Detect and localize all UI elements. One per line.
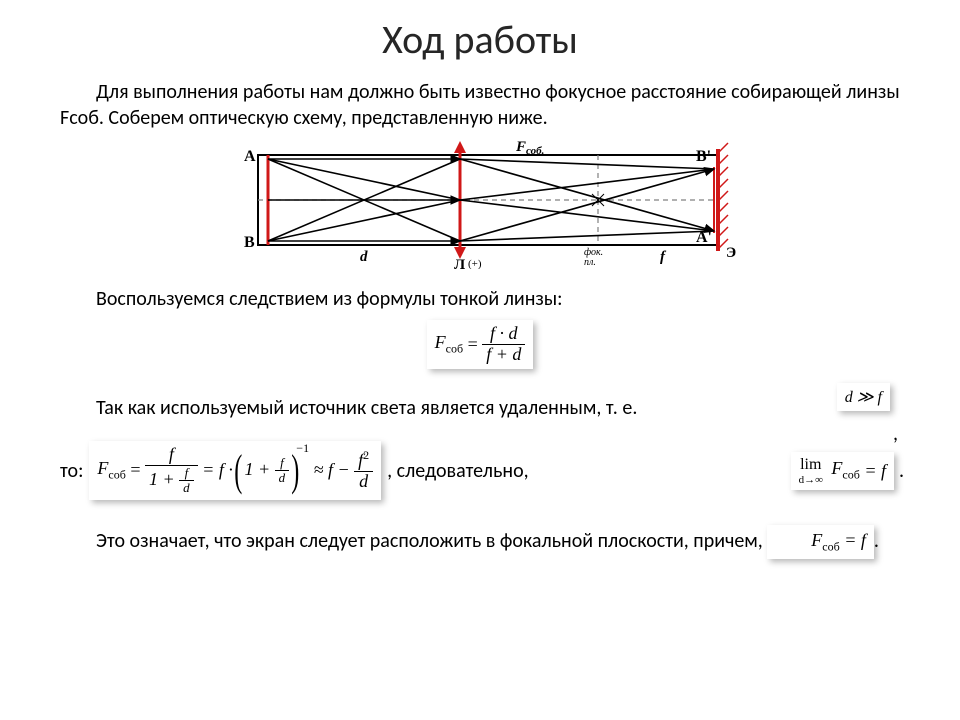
formula-2: Fсоб = f 1 + f d = f · ( 1 + f d bbox=[89, 441, 381, 499]
label-Lplus: (+) bbox=[468, 258, 482, 269]
end-dot: . bbox=[899, 459, 904, 483]
label-F: F bbox=[515, 139, 526, 155]
para-final-dot: . bbox=[874, 528, 879, 552]
para-final: Это означает, что экран следует располож… bbox=[60, 525, 900, 559]
label-A: A bbox=[244, 148, 256, 165]
para3-text: Так как используемый источник света явля… bbox=[60, 395, 637, 421]
para-consequence: Воспользуемся следствием из формулы тонк… bbox=[60, 286, 900, 312]
mid-therefore: , следовательно, bbox=[387, 459, 528, 483]
label-Bp: B' bbox=[696, 148, 711, 165]
prefix-to: то: bbox=[60, 459, 83, 483]
label-B: B bbox=[244, 234, 255, 251]
label-Fsob-sub: соб. bbox=[526, 145, 544, 157]
formula-limit: lim d→∞ Fсоб = f bbox=[791, 452, 894, 490]
formula-1-row: Fсоб = f · d f + d bbox=[60, 320, 900, 369]
formula-3: Fсоб = f bbox=[767, 525, 874, 559]
label-d: d bbox=[360, 249, 368, 265]
intro-paragraph: Для выполнения работы нам должно быть из… bbox=[60, 79, 900, 131]
optical-diagram: A B B' A' d f F соб. Л Э (+) фок. пл. bbox=[220, 139, 740, 269]
condition-d-gg-f: d ≫ f bbox=[837, 383, 890, 411]
label-Ap: A' bbox=[696, 229, 712, 246]
para-final-text: Это означает, что экран следует располож… bbox=[96, 528, 763, 552]
label-pl: пл. bbox=[584, 257, 596, 268]
para3-row: Так как используемый источник света явля… bbox=[60, 387, 900, 435]
label-f: f bbox=[660, 249, 667, 265]
optical-diagram-container: A B B' A' d f F соб. Л Э (+) фок. пл. bbox=[60, 139, 900, 274]
label-L: Л bbox=[454, 257, 465, 269]
derivation-row: то: Fсоб = f 1 + f d = f · ( 1 + f bbox=[60, 441, 900, 501]
formula-1: Fсоб = f · d f + d bbox=[427, 320, 534, 369]
slide: Ход работы Для выполнения работы нам дол… bbox=[0, 0, 960, 720]
page-title: Ход работы bbox=[60, 15, 900, 64]
label-E: Э bbox=[726, 245, 736, 261]
